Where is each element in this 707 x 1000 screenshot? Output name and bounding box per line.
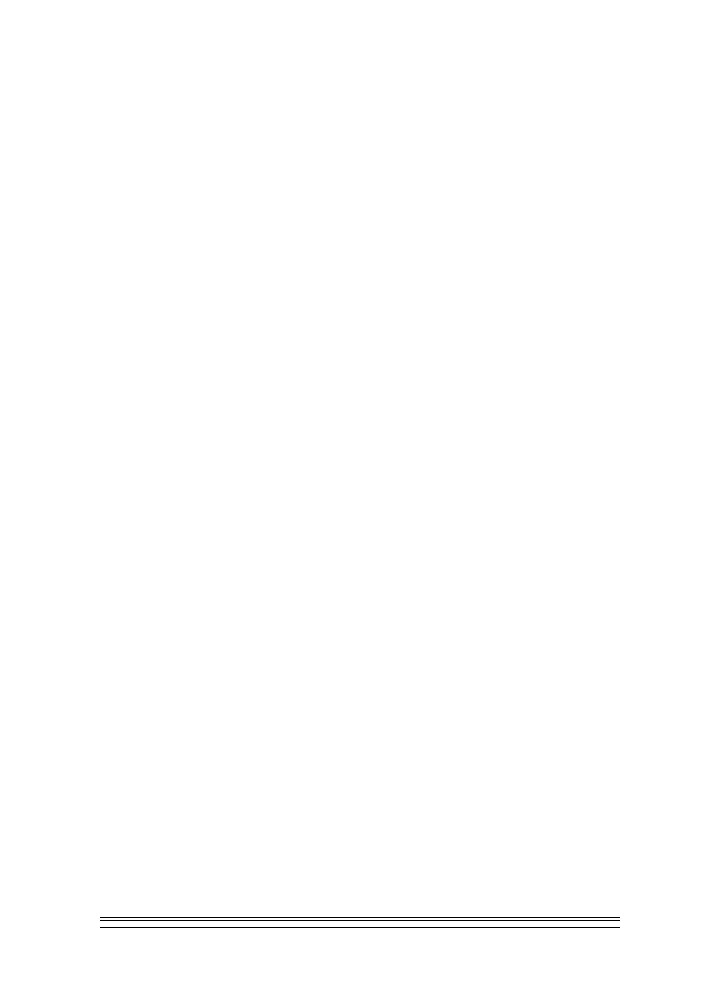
footer-block [100, 913, 620, 930]
diagram [50, 200, 650, 650]
addr2 [100, 928, 620, 930]
